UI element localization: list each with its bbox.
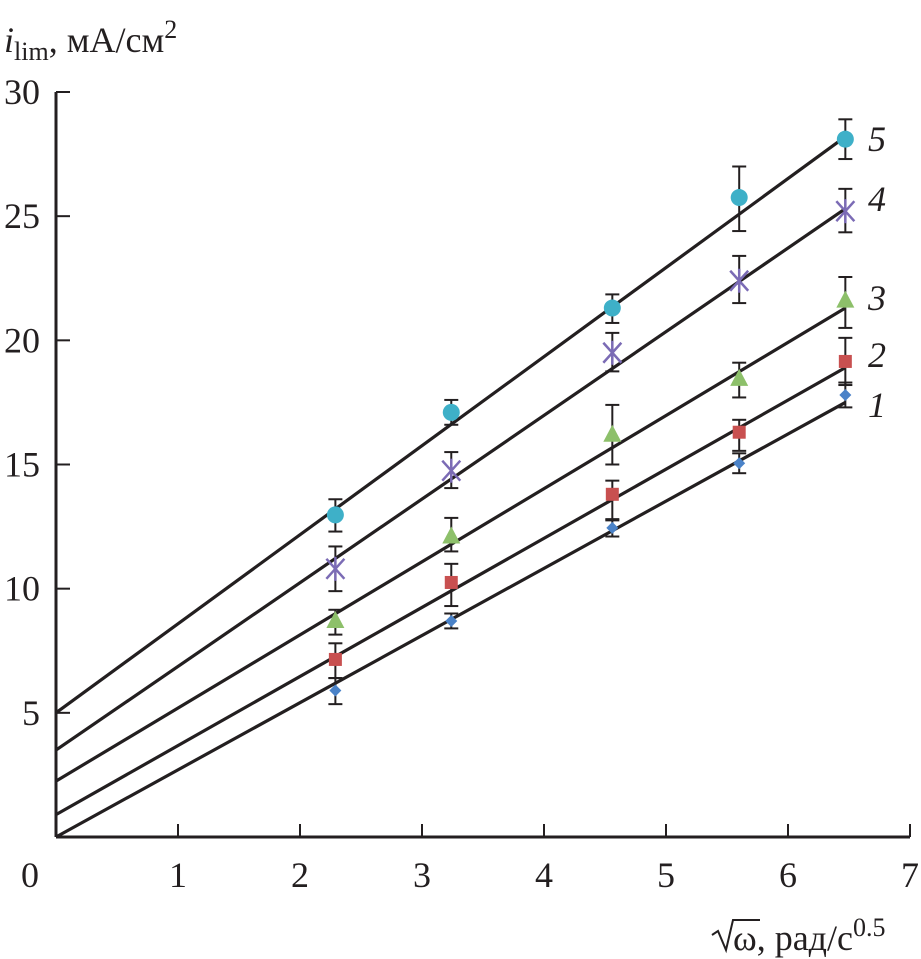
data-point-series-5 <box>442 403 460 421</box>
data-point-series-4 <box>729 268 750 293</box>
data-point-series-3 <box>442 526 461 544</box>
x-axis-unit: , рад/с <box>757 918 853 958</box>
data-point-series-3 <box>836 290 855 308</box>
x-tick-label: 1 <box>169 855 187 895</box>
x-axis-title: ω, рад/с0.5 <box>711 913 885 958</box>
y-tick-label: 20 <box>4 320 40 360</box>
data-point-series-5 <box>836 130 854 148</box>
y-tick-label: 15 <box>4 445 40 485</box>
x-tick-label: 4 <box>535 855 553 895</box>
y-tick-label: 30 <box>4 72 40 112</box>
y-axis-subscript: lim <box>14 37 49 66</box>
data-point-series-4 <box>325 556 346 581</box>
data-point-series-2 <box>605 487 619 501</box>
x-tick-label: 0 <box>21 855 39 895</box>
y-tick-label: 10 <box>4 569 40 609</box>
data-point-series-1 <box>733 457 746 470</box>
x-tick-label: 7 <box>901 855 919 895</box>
y-axis-symbol: i <box>4 20 14 60</box>
radical-sign-icon <box>711 919 760 954</box>
data-point-series-3 <box>603 424 622 442</box>
data-point-series-2 <box>328 652 342 666</box>
x-tick-label: 5 <box>657 855 675 895</box>
labels: 5 4 3 2 1 <box>867 119 886 425</box>
data-point-series-2 <box>838 354 852 368</box>
data-point-series-3 <box>730 368 749 386</box>
x-tick-label: 3 <box>413 855 431 895</box>
data-point-series-3 <box>326 610 345 628</box>
series-label-3: 3 <box>867 278 886 318</box>
y-axis-title: ilim, мА/см2 <box>4 15 177 66</box>
data-point-series-5 <box>603 299 621 317</box>
data-point-series-1 <box>839 388 852 401</box>
x-tick-label: 2 <box>291 855 309 895</box>
series-label-5: 5 <box>868 119 886 159</box>
data-point-series-5 <box>326 506 344 524</box>
svg-text:ω, рад/с0.5: ω, рад/с0.5 <box>733 913 885 958</box>
data-point-series-1 <box>445 614 458 627</box>
y-tick-label: 25 <box>4 196 40 236</box>
y-tick-label: 5 <box>22 693 40 733</box>
x-axis-superscript: 0.5 <box>853 913 886 942</box>
x-axis-radical: ω <box>733 918 757 958</box>
series-label-1: 1 <box>868 385 886 425</box>
markers <box>325 130 856 697</box>
data-point-series-4 <box>835 199 856 224</box>
data-point-series-2 <box>444 575 458 589</box>
data-point-series-4 <box>602 340 623 365</box>
data-point-series-1 <box>606 521 619 534</box>
data-point-series-1 <box>329 684 342 697</box>
y-axis-unit: , мА/см <box>49 20 165 60</box>
series-label-2: 2 <box>868 335 886 375</box>
data-point-series-2 <box>732 425 746 439</box>
data-point-series-4 <box>441 458 462 483</box>
series-label-4: 4 <box>868 179 886 219</box>
x-tick-label: 6 <box>779 855 797 895</box>
data-point-series-5 <box>730 189 748 207</box>
y-axis-superscript: 2 <box>164 15 177 44</box>
